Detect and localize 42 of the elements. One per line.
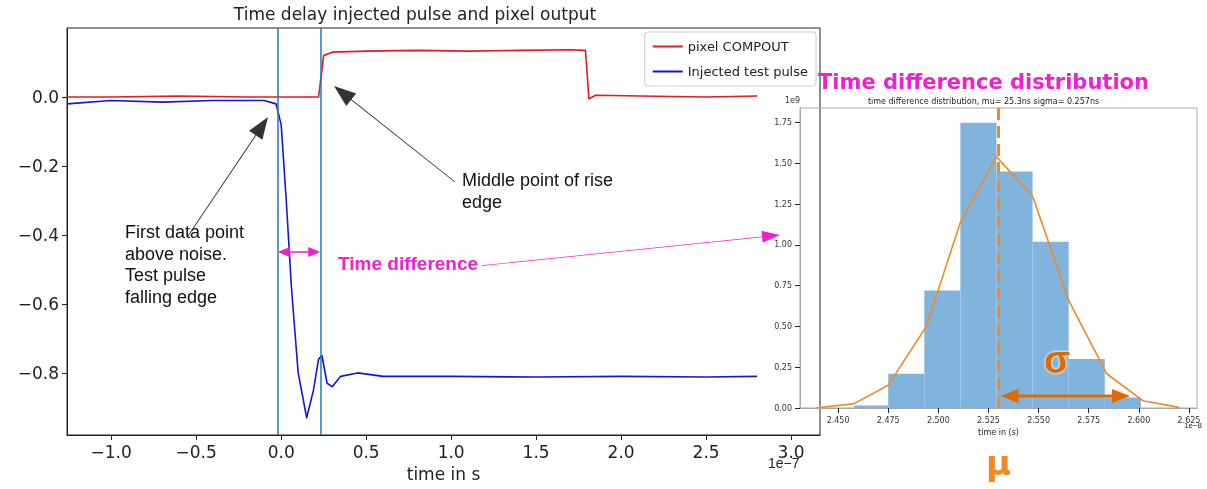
x-axis-title: time in s (406, 463, 481, 484)
y-tick-label: 1.75 (774, 118, 792, 128)
y-axis-title: 1e9 (784, 95, 800, 105)
x-tick-label: 2.0 (607, 441, 635, 462)
x-tick-label: 0.5 (352, 441, 380, 462)
annotation: Middle point of rise edge (462, 170, 615, 214)
x-tick-label: 2.5 (692, 441, 720, 462)
x-tick-label: −0.5 (175, 441, 217, 462)
x-tick-label: 1.5 (522, 441, 550, 462)
x-axis-title: time in (s) (978, 428, 1019, 438)
x-tick-label: 2.550 (1027, 415, 1051, 425)
y-tick-label: −0.8 (17, 362, 59, 383)
chart-title: Time difference distribution (818, 69, 1149, 94)
annotation: σ (1044, 338, 1070, 383)
y-tick-label: 0.75 (774, 281, 792, 291)
y-tick-label: −0.4 (17, 224, 59, 245)
ref-line-label: μ (985, 443, 1012, 483)
x-tick-label: 2.525 (977, 415, 1000, 425)
annotation: Time difference (338, 253, 479, 276)
y-tick-label: −0.6 (17, 293, 59, 314)
annotation: First data point above noise. Test pulse falling edge (125, 222, 246, 309)
x-tick-label: 2.500 (926, 415, 950, 425)
y-tick-label: −0.2 (17, 155, 59, 176)
y-tick-label: 0.00 (774, 403, 792, 413)
x-tick-label: 0.0 (267, 441, 295, 462)
y-tick-label: 0.50 (774, 321, 792, 331)
line-series (66, 99, 758, 419)
legend-label: pixel COMPOUT (687, 39, 789, 54)
x-tick-label: 2.450 (826, 415, 850, 425)
y-tick-label: 1.50 (774, 158, 792, 168)
x-tick-label: 1.0 (437, 441, 465, 462)
chart-title: Time delay injected pulse and pixel output (232, 3, 597, 24)
legend-label: Injected test pulse (687, 64, 809, 79)
y-tick-label: 1.25 (774, 199, 792, 209)
x-tick-label: 2.600 (1127, 415, 1151, 425)
y-tick-label: 0.0 (31, 86, 59, 107)
x-tick-label: −1.0 (90, 441, 132, 462)
x-tick-label: 2.475 (876, 415, 900, 425)
y-tick-label: 1.00 (774, 240, 792, 250)
chart-subtitle: time difference distribution, mu= 25.3ns sigma= 0.257ns (867, 96, 1100, 106)
y-tick-label: 0.25 (774, 362, 792, 372)
x-tick-label: 2.575 (1077, 415, 1101, 425)
